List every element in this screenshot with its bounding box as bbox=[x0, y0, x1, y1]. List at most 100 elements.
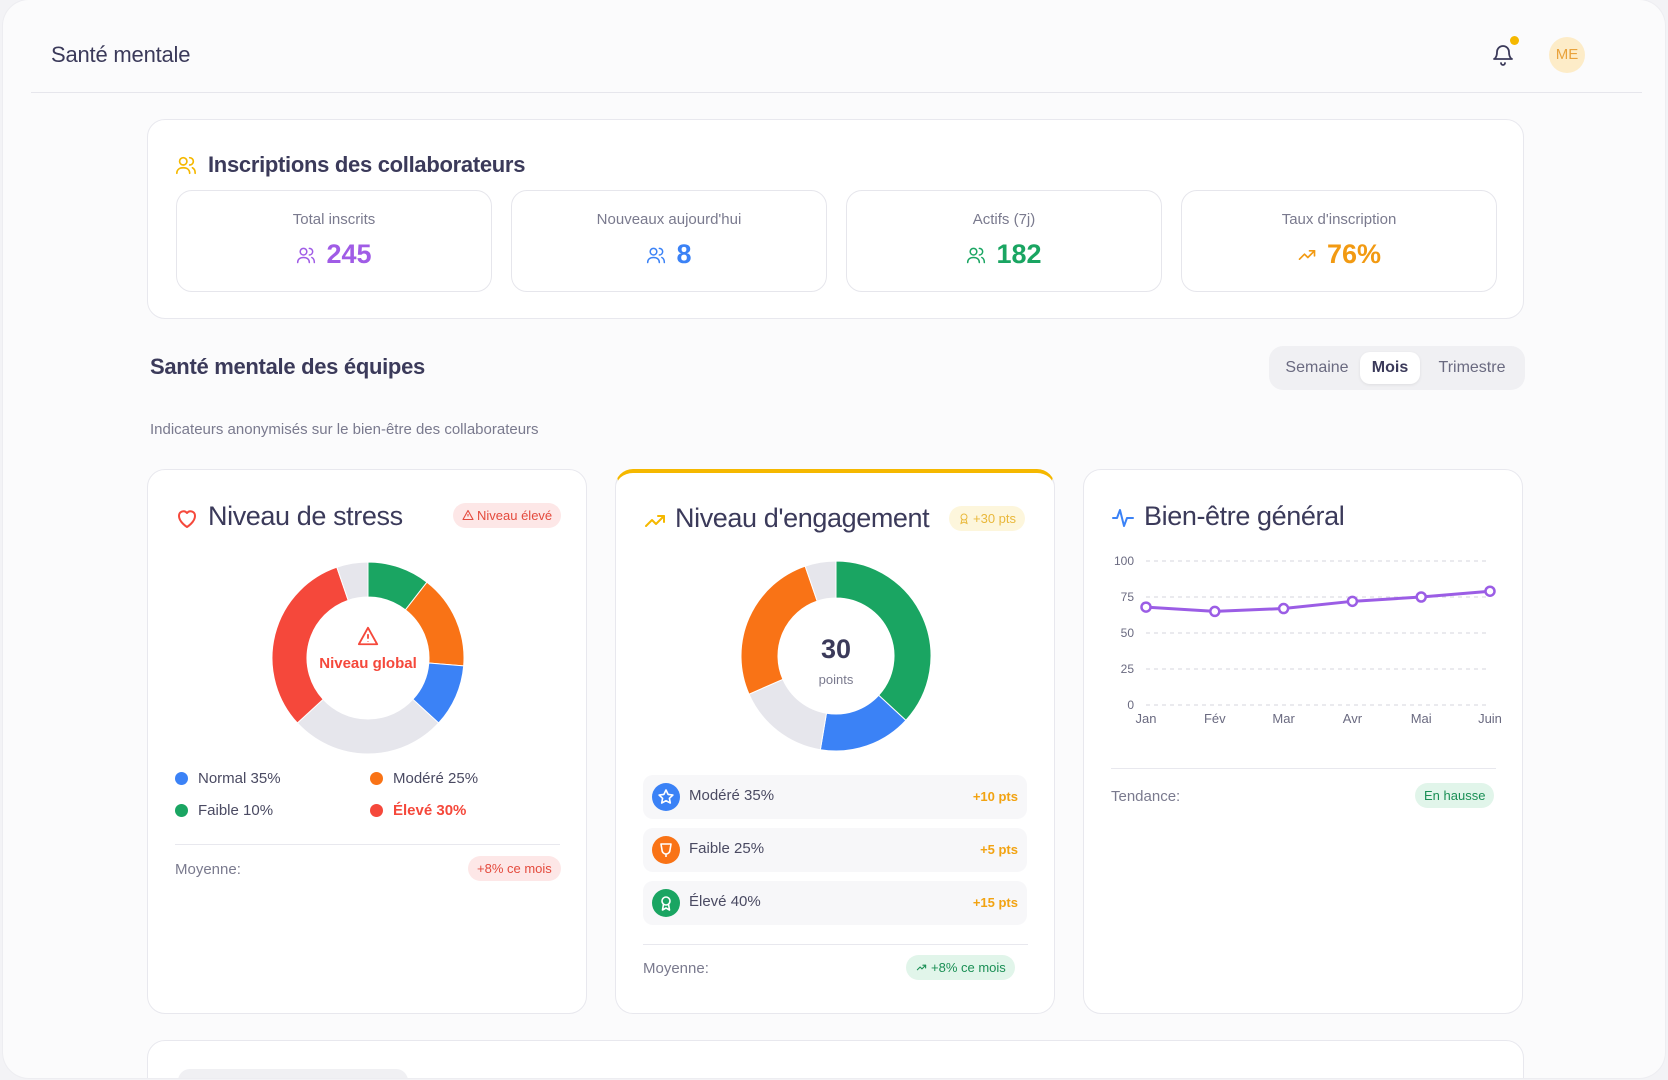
legend-label: Élevé 30% bbox=[393, 802, 467, 819]
legend-label: Normal 35% bbox=[198, 770, 281, 787]
stat-value: 76% bbox=[1326, 239, 1382, 269]
teams-description: Indicateurs anonymisés sur le bien-être … bbox=[150, 421, 539, 438]
legend-dot bbox=[175, 772, 188, 785]
x-tick-label: Jan bbox=[1136, 711, 1157, 726]
engagement-center-value: 30 bbox=[820, 634, 852, 664]
legend-label: Modéré 25% bbox=[393, 770, 479, 787]
registrations-title: Inscriptions des collaborateurs bbox=[208, 152, 526, 177]
engagement-center-unit: points bbox=[818, 672, 854, 687]
engagement-row: Élevé 40% +15 pts bbox=[643, 881, 1027, 925]
page-title: Santé mentale bbox=[51, 42, 191, 67]
stat-value: 8 bbox=[676, 239, 692, 269]
legend-label: Faible 10% bbox=[198, 802, 274, 819]
engagement-row-label: Élevé 40% bbox=[689, 893, 761, 910]
bell-icon[interactable] bbox=[1491, 42, 1515, 68]
y-tick-label: 75 bbox=[1121, 590, 1135, 604]
stat-label: Nouveaux aujourd'hui bbox=[596, 211, 742, 228]
stat-label: Total inscrits bbox=[292, 211, 376, 228]
engagement-row-points: +15 pts bbox=[972, 895, 1018, 910]
data-point[interactable] bbox=[1415, 591, 1427, 603]
engagement-row-points: +5 pts bbox=[980, 842, 1018, 857]
top-bar: Santé mentale bbox=[31, 0, 1642, 93]
donut-slice bbox=[271, 566, 349, 724]
period-selector: Semaine Mois Trimestre bbox=[1269, 346, 1525, 390]
engagement-card: Niveau d'engagement +30 pts 30 points Mo… bbox=[615, 469, 1055, 1014]
donut-slice bbox=[748, 678, 828, 751]
stat-value: 182 bbox=[996, 239, 1042, 269]
legend-dot bbox=[370, 772, 383, 785]
engagement-row-label: Modéré 35% bbox=[689, 787, 775, 804]
data-point[interactable] bbox=[1484, 585, 1496, 597]
y-tick-label: 100 bbox=[1114, 554, 1134, 568]
legend-normal: Normal 35% bbox=[175, 770, 281, 787]
engagement-row: Modéré 35% +10 pts bbox=[643, 775, 1027, 819]
legend-high: Élevé 30% bbox=[370, 802, 466, 819]
stat-active: Actifs (7j) 182 bbox=[846, 190, 1162, 292]
y-tick-label: 25 bbox=[1121, 662, 1135, 676]
award-icon bbox=[652, 889, 680, 917]
alert-triangle-icon bbox=[357, 626, 379, 646]
stress-level-badge: Niveau élevé bbox=[453, 503, 562, 528]
teams-title: Santé mentale des équipes bbox=[150, 354, 425, 379]
stress-card: Niveau de stress Niveau élevé Niveau glo… bbox=[147, 469, 587, 1014]
stress-trend-badge: +8% ce mois bbox=[468, 856, 561, 881]
data-point[interactable] bbox=[1140, 601, 1152, 613]
period-week-button[interactable]: Semaine bbox=[1285, 359, 1349, 376]
stat-label: Taux d'inscription bbox=[1281, 211, 1397, 228]
trending-up-icon bbox=[645, 515, 665, 527]
badge-text: Niveau élevé bbox=[477, 508, 553, 523]
badge-text: +8% ce mois bbox=[931, 960, 1006, 975]
engagement-donut-chart bbox=[740, 560, 932, 752]
notification-dot bbox=[1510, 36, 1519, 45]
avatar[interactable]: ME bbox=[1549, 37, 1585, 73]
divider bbox=[1111, 768, 1496, 769]
users-icon bbox=[967, 247, 986, 263]
engagement-row-points: +10 pts bbox=[972, 789, 1018, 804]
divider bbox=[175, 844, 560, 845]
period-month-button[interactable]: Mois bbox=[1360, 352, 1420, 384]
data-point[interactable] bbox=[1209, 605, 1221, 618]
engagement-row: Faible 25% +5 pts bbox=[643, 828, 1027, 872]
bottom-tab-bar[interactable] bbox=[178, 1069, 408, 1078]
donut-slice bbox=[835, 560, 932, 722]
users-icon bbox=[297, 247, 316, 263]
data-point[interactable] bbox=[1346, 595, 1359, 608]
wellbeing-card: Bien-être général 100 75 50 25 0 Jan Fév Mar Avr… bbox=[1083, 469, 1523, 1014]
users-icon bbox=[176, 156, 196, 175]
bottom-card bbox=[147, 1040, 1524, 1078]
stress-footer-label: Moyenne: bbox=[175, 861, 241, 878]
data-point[interactable] bbox=[1277, 602, 1290, 615]
app-window: Santé mentale ME Inscriptions des collab… bbox=[3, 0, 1665, 1078]
shield-icon bbox=[652, 836, 680, 864]
trending-up-icon bbox=[916, 964, 927, 971]
registrations-card: Inscriptions des collaborateurs Total in… bbox=[147, 119, 1524, 319]
legend-dot bbox=[175, 804, 188, 817]
engagement-title: Niveau d'engagement bbox=[675, 503, 930, 533]
stress-donut-chart bbox=[271, 561, 465, 755]
period-quarter-button[interactable]: Trimestre bbox=[1438, 359, 1506, 376]
star-icon bbox=[652, 783, 680, 811]
series-line bbox=[1145, 589, 1491, 613]
divider bbox=[643, 944, 1028, 945]
engagement-footer-label: Moyenne: bbox=[643, 960, 709, 977]
x-tick-label: Fév bbox=[1204, 711, 1226, 726]
legend-dot bbox=[370, 804, 383, 817]
heart-icon bbox=[178, 510, 196, 528]
y-tick-label: 0 bbox=[1127, 698, 1134, 712]
stat-label: Actifs (7j) bbox=[972, 211, 1036, 228]
stat-rate: Taux d'inscription 76% bbox=[1181, 190, 1497, 292]
donut-slice bbox=[804, 560, 837, 602]
stat-total: Total inscrits 245 bbox=[176, 190, 492, 292]
trending-up-icon bbox=[1298, 249, 1316, 260]
badge-text: +30 pts bbox=[973, 511, 1017, 526]
stress-center-label: Niveau global bbox=[319, 655, 417, 672]
x-tick-label: Avr bbox=[1343, 711, 1363, 726]
stat-value: 245 bbox=[326, 239, 372, 269]
legend-low: Faible 10% bbox=[175, 802, 273, 819]
engagement-trend-badge: +8% ce mois bbox=[906, 955, 1015, 980]
donut-slice bbox=[336, 561, 369, 601]
y-tick-label: 50 bbox=[1121, 626, 1135, 640]
stat-new-today: Nouveaux aujourd'hui 8 bbox=[511, 190, 827, 292]
wellbeing-title: Bien-être général bbox=[1144, 501, 1345, 531]
